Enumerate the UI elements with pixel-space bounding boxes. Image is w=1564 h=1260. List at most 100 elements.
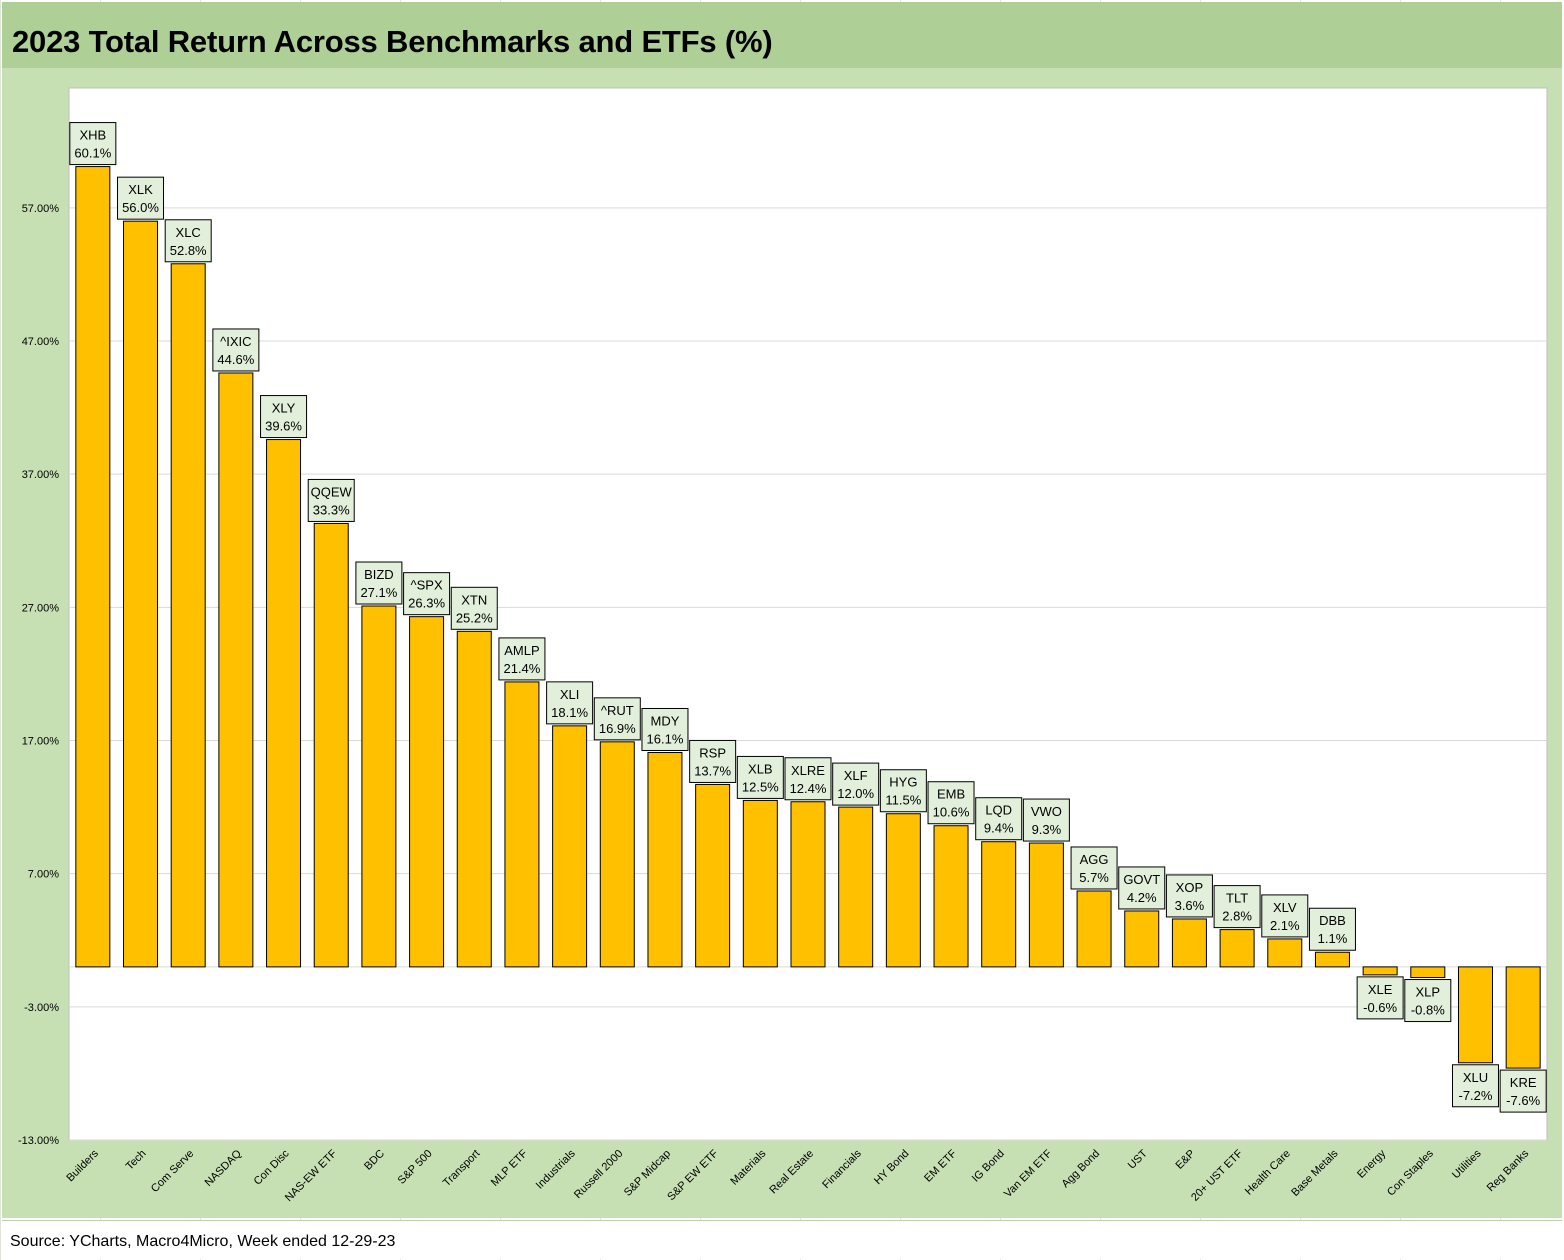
data-label-box bbox=[593, 697, 641, 741]
bar bbox=[409, 616, 445, 968]
data-label-value: 39.6% bbox=[265, 419, 302, 434]
data-label-value: -0.6% bbox=[1363, 1000, 1397, 1015]
data-label-ticker: XLP bbox=[1416, 985, 1441, 1000]
bar bbox=[504, 681, 540, 968]
data-label-box bbox=[69, 122, 117, 166]
x-tick-label: HY Bond bbox=[872, 1148, 911, 1187]
x-tick-label: E&P bbox=[1173, 1148, 1197, 1172]
x-tick-label: Reg Banks bbox=[1485, 1147, 1532, 1194]
data-label-box bbox=[117, 176, 165, 220]
data-label-ticker: BIZD bbox=[364, 567, 394, 582]
data-label-box bbox=[1308, 907, 1356, 951]
data-label-ticker: VWO bbox=[1031, 804, 1062, 819]
data-label-ticker: TLT bbox=[1226, 891, 1248, 906]
bar bbox=[599, 741, 635, 968]
data-label-value: -7.2% bbox=[1458, 1088, 1492, 1103]
data-label-ticker: XLV bbox=[1273, 900, 1297, 915]
data-label-ticker: EMB bbox=[937, 787, 965, 802]
x-tick-label: MLP ETF bbox=[489, 1147, 530, 1188]
y-tick-label: 57.00% bbox=[22, 203, 60, 215]
data-label-value: 21.4% bbox=[503, 661, 540, 676]
data-label-box bbox=[212, 328, 260, 372]
x-tick-label: NASDAQ bbox=[203, 1147, 245, 1189]
data-label-ticker: LQD bbox=[985, 803, 1012, 818]
data-label-ticker: ^SPX bbox=[411, 578, 443, 593]
x-tick-label: Financials bbox=[820, 1147, 864, 1191]
x-tick-label: Health Care bbox=[1243, 1148, 1293, 1198]
data-label-value: 52.8% bbox=[170, 243, 207, 258]
data-label-ticker: KRE bbox=[1510, 1075, 1537, 1090]
bar bbox=[1267, 938, 1303, 968]
x-tick-label: S&P Midcap bbox=[622, 1148, 673, 1199]
data-label-box bbox=[641, 707, 689, 751]
data-label-ticker: XLK bbox=[128, 182, 153, 197]
bar bbox=[75, 166, 111, 968]
bar bbox=[313, 522, 349, 968]
data-label-ticker: XHB bbox=[79, 128, 106, 143]
data-label-value: 16.9% bbox=[599, 721, 636, 736]
bar bbox=[1457, 966, 1493, 1064]
x-tick-label: UST bbox=[1126, 1147, 1150, 1171]
data-label-value: 3.6% bbox=[1175, 898, 1205, 913]
data-label-value: 44.6% bbox=[217, 352, 254, 367]
x-tick-label: Van EM ETF bbox=[1002, 1147, 1055, 1200]
data-label-box bbox=[1165, 874, 1213, 918]
data-label-ticker: XLY bbox=[272, 401, 296, 416]
chart-frame[interactable]: 57.00% 47.00% 37.00% 27.00% 17.00% 7.00% -3.00… bbox=[2, 68, 1562, 1218]
bar bbox=[933, 825, 969, 968]
data-label-value: 4.2% bbox=[1127, 890, 1157, 905]
data-label-value: 60.1% bbox=[74, 146, 111, 161]
x-tick-label: Builders bbox=[64, 1147, 101, 1184]
y-tick-label: 47.00% bbox=[22, 336, 60, 348]
bar bbox=[123, 220, 159, 968]
chart-title: 2023 Total Return Across Benchmarks and … bbox=[12, 24, 773, 59]
data-label-value: 1.1% bbox=[1318, 931, 1348, 946]
data-label-value: 56.0% bbox=[122, 200, 159, 215]
bar bbox=[647, 751, 683, 968]
data-label-ticker: AGG bbox=[1080, 852, 1109, 867]
data-label-ticker: XLC bbox=[176, 225, 201, 240]
data-label-ticker: RSP bbox=[699, 745, 726, 760]
data-label-box bbox=[546, 681, 594, 725]
x-tick-label: Russell 2000 bbox=[572, 1148, 625, 1201]
bar bbox=[1362, 966, 1398, 976]
data-label-ticker: XLI bbox=[560, 687, 580, 702]
data-label-value: 2.1% bbox=[1270, 918, 1300, 933]
x-tick-label: Com Serve bbox=[149, 1148, 196, 1195]
data-label-value: 27.1% bbox=[360, 585, 397, 600]
bar bbox=[695, 783, 731, 968]
data-label-box bbox=[164, 219, 212, 263]
data-label-box bbox=[1070, 846, 1118, 890]
data-label-value: 12.5% bbox=[742, 779, 779, 794]
data-label-value: 26.3% bbox=[408, 596, 445, 611]
x-tick-label: Con Staples bbox=[1385, 1147, 1436, 1198]
data-label-value: 12.0% bbox=[837, 786, 874, 801]
data-label-box bbox=[355, 561, 403, 605]
x-tick-label: EM ETF bbox=[922, 1147, 959, 1184]
data-label-box bbox=[1261, 894, 1309, 938]
data-label-box bbox=[975, 797, 1023, 841]
data-label-ticker: XLF bbox=[844, 768, 868, 783]
data-label-value: 9.3% bbox=[1032, 822, 1062, 837]
y-tick-label: 17.00% bbox=[22, 736, 60, 748]
bar-chart: 57.00% 47.00% 37.00% 27.00% 17.00% 7.00% -3.00… bbox=[18, 87, 1548, 1204]
bar bbox=[456, 630, 492, 968]
data-label-value: -0.8% bbox=[1411, 1003, 1445, 1018]
x-tick-label: Real Estate bbox=[767, 1148, 816, 1197]
x-tick-label: Con Disc bbox=[252, 1147, 292, 1187]
data-label-value: 25.2% bbox=[456, 610, 493, 625]
bar bbox=[790, 801, 826, 968]
data-label-value: 33.3% bbox=[313, 502, 350, 517]
data-label-ticker: GOVT bbox=[1123, 872, 1160, 887]
bar bbox=[1505, 966, 1541, 1069]
data-label-box bbox=[450, 586, 498, 630]
x-tick-label: Tech bbox=[124, 1148, 149, 1173]
bar bbox=[1028, 842, 1064, 968]
x-tick-label: S&P EW ETF bbox=[665, 1147, 721, 1203]
data-label-value: 10.6% bbox=[933, 805, 970, 820]
x-tick-label: Energy bbox=[1355, 1147, 1388, 1180]
x-tick-label: Utilities bbox=[1450, 1147, 1484, 1181]
data-label-ticker: HYG bbox=[889, 775, 917, 790]
bar bbox=[1219, 929, 1255, 968]
data-label-value: 12.4% bbox=[790, 781, 827, 796]
